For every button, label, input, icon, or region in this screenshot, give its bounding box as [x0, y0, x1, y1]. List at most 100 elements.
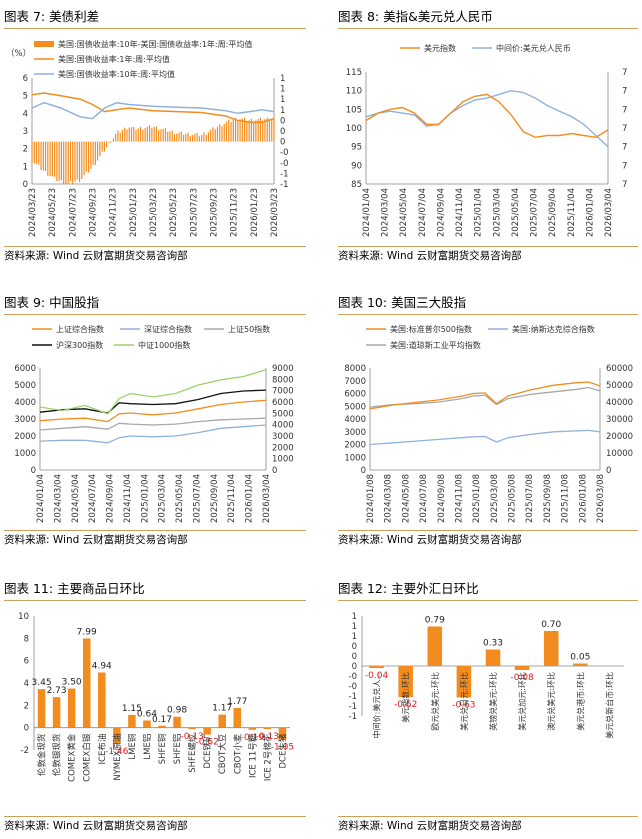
- source-text: Wind 云财富期货交易咨询部: [52, 534, 188, 546]
- category-label: SHFE螺纹: [187, 733, 198, 773]
- y-tick-label: 0: [24, 724, 29, 734]
- bar: [218, 714, 226, 728]
- y-tick-label: 1000: [344, 453, 366, 463]
- data-label: -0.13: [256, 732, 279, 742]
- x-tick-label: 2025/07/08: [525, 474, 535, 523]
- panel-title: 图表 12: 主要外汇日环比: [338, 578, 638, 601]
- y-tick-label: 6000: [344, 390, 366, 400]
- y2-tick-label: 1000: [272, 455, 294, 465]
- y2-tick-label: 1: [280, 85, 285, 95]
- source-line: 资料来源: Wind 云财富期货交易咨询部: [338, 530, 638, 549]
- category-label: SHFE铜: [157, 734, 168, 765]
- x-tick-label: 2025/01/04: [474, 188, 484, 237]
- y2-tick-label: 10000: [606, 449, 633, 459]
- x-tick-label: 2024/05/23: [48, 188, 58, 237]
- x-tick-label: 2024/09/04: [106, 474, 116, 523]
- y2-tick-label: 9000: [272, 364, 294, 374]
- bar: [573, 663, 588, 666]
- bar: [278, 727, 287, 740]
- x-tick-label: 2024/07/04: [88, 474, 98, 523]
- spread-bar: [106, 141, 108, 148]
- x-tick-label: 2025/05/23: [169, 188, 179, 237]
- bar: [98, 672, 106, 728]
- spread-bar: [194, 134, 196, 142]
- bar: [113, 727, 121, 744]
- spread-bar: [38, 141, 40, 165]
- series-line-nasdaq: [369, 429, 601, 446]
- y-tick-label: 4: [24, 679, 29, 689]
- y2-tick-label: 1: [280, 74, 285, 84]
- spread-bar: [85, 141, 87, 172]
- category-label: 伦敦金现货: [37, 733, 48, 776]
- spread-bar: [96, 141, 99, 161]
- spread-bar: [203, 132, 205, 142]
- y-tick-label: 6: [23, 74, 28, 84]
- spread-bar: [33, 141, 35, 164]
- spread-bar: [214, 129, 216, 142]
- y-tick-label: 115: [346, 68, 362, 78]
- bar: [543, 631, 559, 666]
- spread-bar: [212, 127, 214, 142]
- category-label: DCE铁矿: [202, 733, 213, 768]
- spread-bar: [253, 121, 255, 142]
- x-tick-label: 2024/01/08: [366, 474, 376, 523]
- x-tick-label: 2026/03/04: [604, 188, 614, 237]
- spread-bar: [115, 133, 117, 142]
- category-label: 美元兑日元:环比: [459, 672, 469, 731]
- spread-bar: [198, 136, 200, 142]
- x-tick-label: 2024/03/23: [28, 188, 38, 237]
- bar: [456, 666, 472, 698]
- spread-bar: [189, 136, 191, 142]
- x-tick-label: 2026/01/04: [585, 188, 595, 237]
- y-tick-label: 95: [351, 143, 362, 153]
- x-tick-label: 2025/07/04: [530, 188, 540, 237]
- data-label: -1.46: [105, 747, 129, 757]
- data-label: 1.15: [122, 704, 142, 714]
- spread-bar: [40, 141, 42, 170]
- spread-bar: [205, 134, 207, 142]
- bar: [485, 649, 501, 666]
- spread-bar: [124, 127, 126, 142]
- panel-title: 图表 7: 美债利差: [4, 6, 306, 29]
- spread-bar: [35, 141, 38, 165]
- x-tick-label: 2025/05/04: [511, 188, 521, 237]
- y-tick-label: 1: [23, 162, 28, 172]
- spread-bar: [201, 135, 203, 142]
- spread-bar: [146, 126, 148, 142]
- x-tick-label: 2025/03/04: [492, 188, 502, 237]
- y2-tick-label: 30000: [606, 415, 633, 425]
- y-tick-label: 2: [23, 145, 28, 155]
- spread-bar: [216, 126, 219, 142]
- y2-tick-label: 1: [280, 106, 285, 116]
- legend-label: 沪深300指数: [56, 340, 103, 350]
- data-label: -0.13: [180, 732, 203, 742]
- source-line: 资料来源: Wind 云财富期货交易咨询部: [338, 816, 638, 835]
- source-text: Wind 云财富期货交易咨询部: [52, 250, 188, 262]
- source-text: Wind 云财富期货交易咨询部: [386, 250, 522, 262]
- y-tick-label: -0: [349, 682, 357, 692]
- data-label: 1.77: [227, 697, 247, 707]
- data-label: -0.63: [452, 701, 475, 711]
- x-tick-label: 2024/05/04: [399, 188, 409, 237]
- series-line-usdcny: [365, 89, 609, 148]
- spread-bar: [237, 120, 239, 142]
- x-tick-label: 2025/11/04: [227, 474, 237, 523]
- spread-bar: [42, 141, 44, 171]
- x-tick-label: 2026/03/04: [262, 474, 272, 523]
- x-tick-label: 2024/03/08: [384, 474, 394, 523]
- y2-tick-label: 40000: [606, 398, 633, 408]
- series-line-sse: [39, 399, 267, 423]
- spread-bar: [160, 129, 162, 142]
- y-tick-label: 0: [31, 466, 36, 476]
- source-text: Wind 云财富期货交易咨询部: [386, 534, 522, 546]
- source-line: 资料来源: Wind 云财富期货交易咨询部: [4, 246, 306, 265]
- category-label: 伦敦银现货: [52, 733, 63, 776]
- panel-us-stock-index: 图表 10: 美国三大股指 美国:标准普尔500指数 美国:纳斯达克综合指数 美国:…: [338, 292, 638, 550]
- data-label: 0.98: [167, 706, 187, 716]
- spread-bar: [117, 130, 119, 142]
- y2-tick-label: -1: [280, 180, 288, 190]
- y-tick-label: 1000: [14, 449, 36, 459]
- spread-bar: [178, 132, 180, 142]
